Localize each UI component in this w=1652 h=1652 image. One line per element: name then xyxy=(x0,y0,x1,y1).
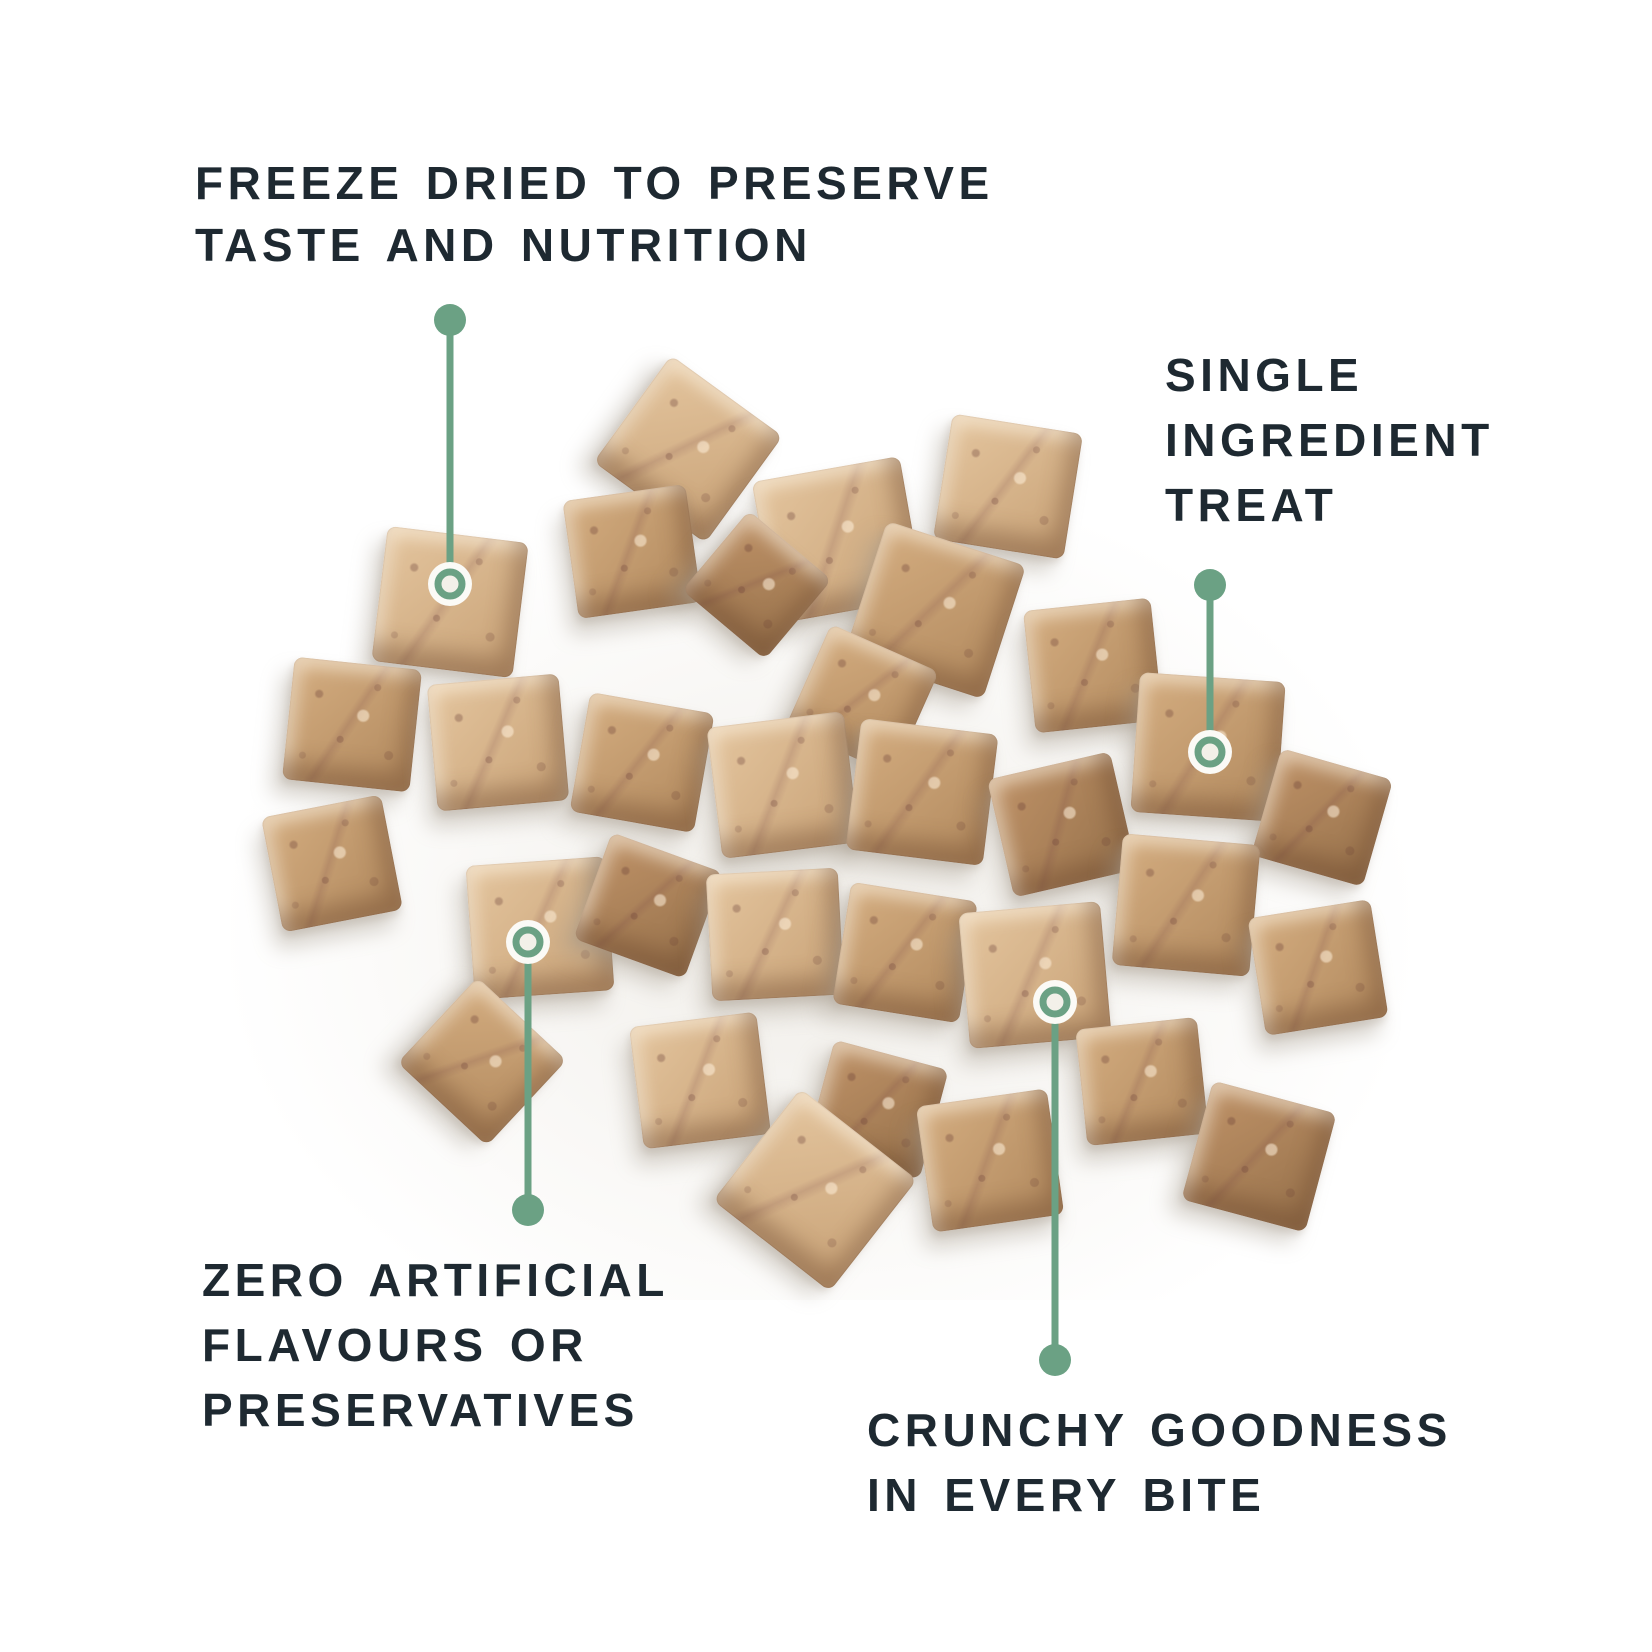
label-line: PRESERVATIVES xyxy=(202,1384,639,1436)
label-line: ZERO ARTIFICIAL xyxy=(202,1254,669,1306)
callout-dot-icon xyxy=(434,304,466,336)
callout-ring-icon xyxy=(512,926,544,958)
label-line: FREEZE DRIED TO PRESERVE xyxy=(195,157,994,209)
callout-crunchy xyxy=(1033,980,1077,1376)
label-crunchy: CRUNCHY GOODNESS IN EVERY BITE xyxy=(867,1398,1452,1528)
callout-ring-icon xyxy=(1039,986,1071,1018)
label-line: SINGLE xyxy=(1165,349,1364,401)
callout-dot-icon xyxy=(1194,569,1226,601)
label-line: IN EVERY BITE xyxy=(867,1469,1266,1521)
label-line: TREAT xyxy=(1165,479,1338,531)
label-single-ingredient: SINGLE INGREDIENT TREAT xyxy=(1165,343,1494,538)
label-line: INGREDIENT xyxy=(1165,414,1494,466)
label-line: TASTE AND NUTRITION xyxy=(195,219,812,271)
callout-dot-icon xyxy=(1039,1344,1071,1376)
callout-zero-artificial xyxy=(506,920,550,1226)
callout-freeze-dried xyxy=(428,304,472,606)
callout-ring-icon xyxy=(434,568,466,600)
label-line: CRUNCHY GOODNESS xyxy=(867,1404,1452,1456)
callout-single-ingredient xyxy=(1188,569,1232,774)
label-freeze-dried: FREEZE DRIED TO PRESERVE TASTE AND NUTRI… xyxy=(195,152,994,276)
callout-ring-icon xyxy=(1194,736,1226,768)
label-zero-artificial: ZERO ARTIFICIAL FLAVOURS OR PRESERVATIVE… xyxy=(202,1248,669,1443)
callout-dot-icon xyxy=(512,1194,544,1226)
label-line: FLAVOURS OR xyxy=(202,1319,588,1371)
